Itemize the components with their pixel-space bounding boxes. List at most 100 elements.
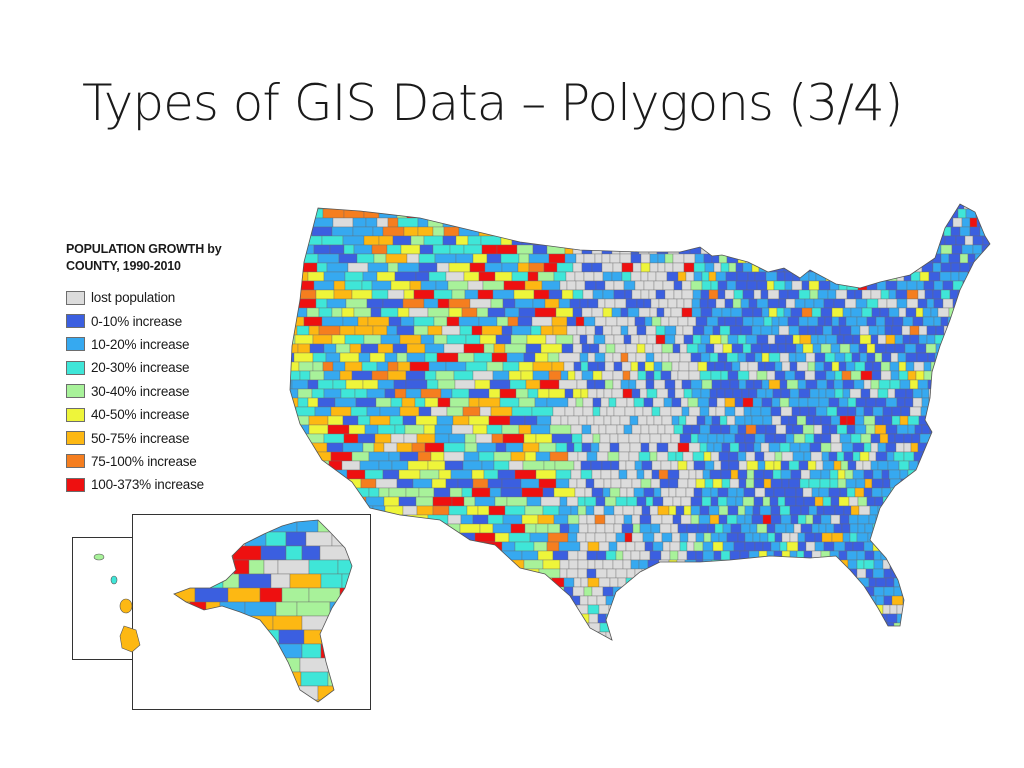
county-polygon [880, 370, 892, 381]
county-polygon [943, 541, 953, 552]
county-polygon [496, 244, 518, 255]
county-polygon [918, 415, 929, 426]
county-polygon [755, 424, 767, 435]
county-polygon [596, 451, 609, 462]
county-polygon [737, 532, 746, 543]
county-polygon [913, 487, 924, 498]
county-polygon [757, 361, 766, 372]
county-polygon [920, 208, 930, 219]
county-polygon [808, 478, 821, 489]
county-polygon [420, 280, 437, 291]
county-polygon [913, 204, 925, 210]
county-polygon [520, 613, 541, 624]
county-polygon [618, 451, 630, 462]
county-polygon [462, 460, 483, 471]
county-polygon [774, 523, 787, 534]
county-polygon [897, 352, 907, 363]
county-polygon [526, 208, 541, 219]
county-polygon [792, 451, 805, 462]
county-polygon [341, 307, 355, 318]
county-polygon [598, 604, 610, 615]
county-polygon [748, 298, 758, 309]
county-polygon [983, 595, 990, 606]
county-polygon [871, 307, 881, 318]
county-polygon [855, 298, 868, 309]
county-polygon [898, 370, 909, 381]
county-polygon [494, 604, 508, 615]
county-polygon [889, 361, 900, 372]
county-polygon [409, 280, 422, 291]
county-polygon [800, 469, 811, 480]
county-polygon [709, 424, 722, 435]
county-polygon [699, 424, 711, 435]
county-polygon [782, 568, 791, 579]
county-polygon [411, 442, 426, 453]
county-polygon [643, 487, 655, 498]
county-polygon [619, 253, 632, 264]
county-polygon [889, 631, 898, 640]
county-polygon [655, 271, 668, 282]
county-polygon [856, 559, 865, 570]
county-polygon [721, 442, 731, 453]
county-polygon [611, 271, 623, 282]
county-polygon [683, 334, 694, 345]
county-polygon [889, 523, 900, 534]
county-polygon [848, 577, 859, 588]
county-polygon [667, 208, 677, 219]
county-polygon [631, 631, 643, 640]
county-polygon [965, 469, 974, 480]
county-polygon [779, 442, 791, 453]
county-polygon [611, 325, 622, 336]
borough-polygon [244, 601, 277, 617]
county-polygon [991, 380, 1001, 389]
county-polygon [521, 514, 539, 525]
county-polygon [428, 271, 447, 282]
county-polygon [968, 523, 979, 534]
county-polygon [732, 298, 742, 309]
county-polygon [828, 487, 841, 498]
county-polygon [502, 361, 520, 372]
county-polygon [298, 361, 314, 372]
county-polygon [664, 334, 676, 345]
borough-polygon [186, 545, 207, 561]
county-polygon [602, 487, 611, 498]
county-polygon [614, 298, 627, 309]
county-polygon [673, 235, 683, 246]
county-polygon [909, 406, 922, 417]
county-polygon [647, 559, 660, 570]
county-polygon [393, 559, 412, 570]
county-polygon [868, 325, 879, 336]
county-polygon [604, 514, 616, 525]
county-polygon [658, 208, 669, 219]
county-polygon [387, 361, 399, 372]
county-polygon [788, 235, 800, 246]
county-polygon [586, 379, 596, 390]
county-polygon [921, 541, 934, 552]
county-polygon [437, 397, 451, 408]
county-polygon [993, 641, 1003, 650]
county-polygon [572, 262, 583, 273]
county-polygon [469, 298, 492, 309]
county-polygon [564, 631, 574, 640]
county-polygon [744, 541, 756, 552]
county-polygon [721, 478, 731, 489]
county-polygon [824, 352, 836, 363]
county-polygon [334, 613, 350, 624]
county-polygon [386, 604, 398, 615]
county-polygon [290, 343, 299, 354]
county-polygon [500, 253, 520, 264]
county-polygon [415, 496, 434, 507]
county-polygon [936, 460, 948, 471]
county-polygon [790, 514, 799, 525]
county-polygon [946, 343, 957, 354]
county-polygon [935, 568, 948, 579]
county-polygon [807, 204, 820, 210]
county-polygon [638, 244, 650, 255]
county-polygon [641, 631, 650, 640]
county-polygon [667, 244, 680, 255]
county-polygon [751, 325, 762, 336]
county-polygon [374, 433, 392, 444]
county-polygon [891, 325, 903, 336]
county-polygon [949, 361, 959, 372]
county-polygon [973, 406, 982, 417]
